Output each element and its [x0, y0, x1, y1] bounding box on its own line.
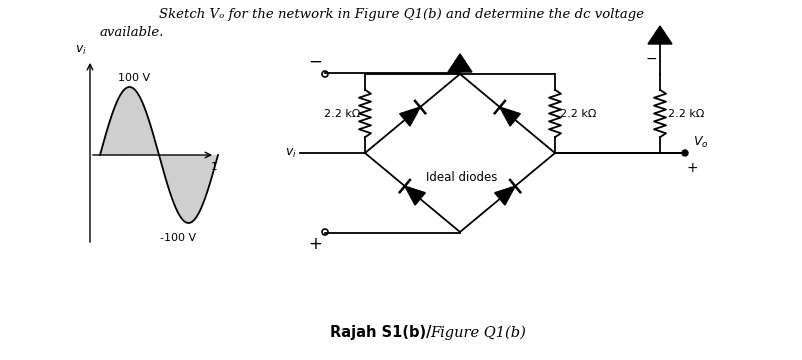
Text: Rajah S1(b)/: Rajah S1(b)/ — [330, 325, 431, 340]
Polygon shape — [499, 107, 520, 126]
Text: −: − — [645, 52, 656, 66]
Text: $v_i$: $v_i$ — [285, 147, 297, 159]
Text: -100 V: -100 V — [160, 233, 196, 243]
Polygon shape — [647, 26, 671, 44]
Text: 2.2 kΩ: 2.2 kΩ — [667, 108, 703, 118]
Polygon shape — [448, 54, 472, 72]
Polygon shape — [399, 107, 419, 126]
Text: −: − — [308, 53, 322, 71]
Text: +: + — [308, 235, 322, 253]
Circle shape — [681, 150, 687, 156]
Text: 2.2 kΩ: 2.2 kΩ — [323, 108, 359, 118]
Text: Ideal diodes: Ideal diodes — [426, 171, 497, 184]
Text: Figure Q1(b): Figure Q1(b) — [429, 325, 525, 340]
Polygon shape — [100, 155, 217, 223]
Text: Sketch Vₒ for the network in Figure Q1(b) and determine the dc voltage: Sketch Vₒ for the network in Figure Q1(b… — [160, 8, 644, 21]
Text: +: + — [687, 161, 698, 175]
Text: 1: 1 — [210, 162, 217, 172]
Polygon shape — [404, 186, 425, 205]
Text: $v_i$: $v_i$ — [75, 44, 87, 57]
Text: 2.2 kΩ: 2.2 kΩ — [559, 108, 596, 118]
Text: 100 V: 100 V — [118, 73, 150, 83]
Polygon shape — [494, 186, 515, 205]
Text: available.: available. — [100, 26, 164, 39]
Polygon shape — [100, 87, 159, 155]
Text: $V_o$: $V_o$ — [692, 135, 707, 150]
